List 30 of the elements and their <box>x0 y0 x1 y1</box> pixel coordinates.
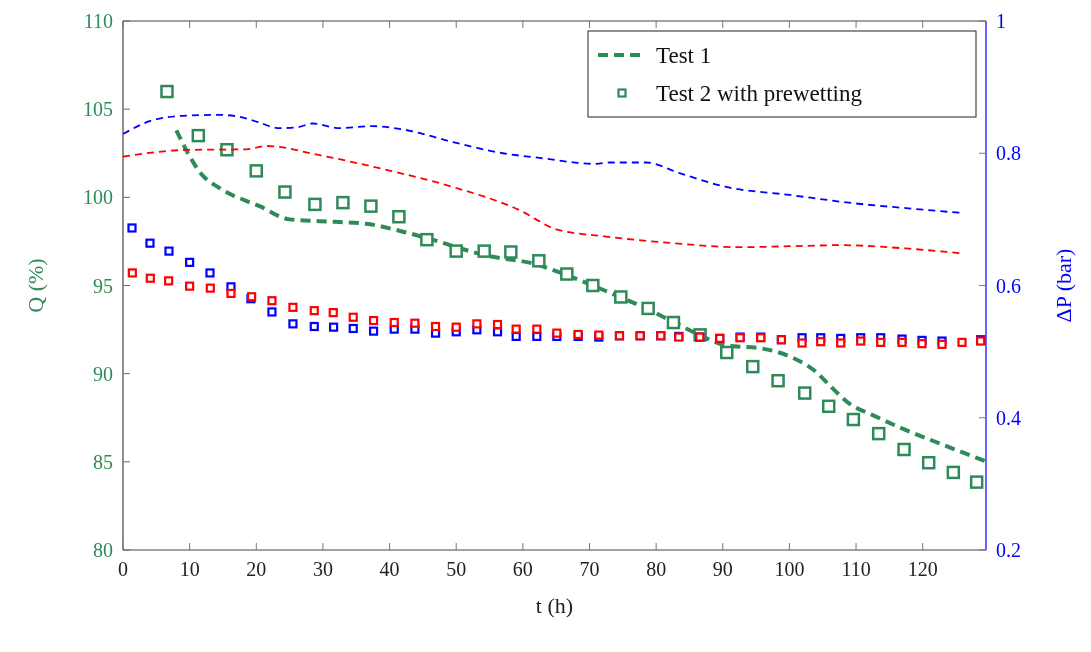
y-tick-label: 95 <box>93 274 113 297</box>
y2-tick-label: 0.6 <box>996 274 1021 297</box>
y-tick-label: 85 <box>93 450 113 473</box>
x-tick-label: 40 <box>379 558 400 580</box>
x-tick-label: 10 <box>179 558 200 580</box>
x-tick-label: 90 <box>712 558 733 580</box>
legend-label: Test 2 with prewetting <box>656 81 863 106</box>
x-tick-label: 0 <box>118 558 128 580</box>
x-tick-label: 20 <box>246 558 267 580</box>
y2-axis-title: ΔP (bar) <box>1051 248 1076 323</box>
y-tick-label: 80 <box>93 539 113 561</box>
legend-label: Test 1 <box>656 43 712 68</box>
x-tick-label: 30 <box>312 558 333 580</box>
x-tick-label: 80 <box>646 558 667 580</box>
x-tick-label: 110 <box>841 558 871 580</box>
y-tick-label: 100 <box>83 186 113 209</box>
y-tick-label: 90 <box>93 362 113 385</box>
y2-tick-label: 0.8 <box>996 142 1021 165</box>
y2-tick-label: 1 <box>996 10 1006 32</box>
x-tick-label: 120 <box>907 558 938 580</box>
y-tick-label: 105 <box>83 98 113 121</box>
y2-tick-label: 0.4 <box>996 406 1021 429</box>
x-tick-label: 100 <box>774 558 805 580</box>
x-axis-title: t (h) <box>535 593 574 618</box>
y-tick-label: 110 <box>83 10 113 32</box>
x-tick-label: 60 <box>512 558 533 580</box>
x-tick-label: 70 <box>579 558 600 580</box>
x-tick-label: 50 <box>446 558 467 580</box>
y2-tick-label: 0.2 <box>996 539 1021 561</box>
y-axis-title: Q (%) <box>23 258 48 313</box>
